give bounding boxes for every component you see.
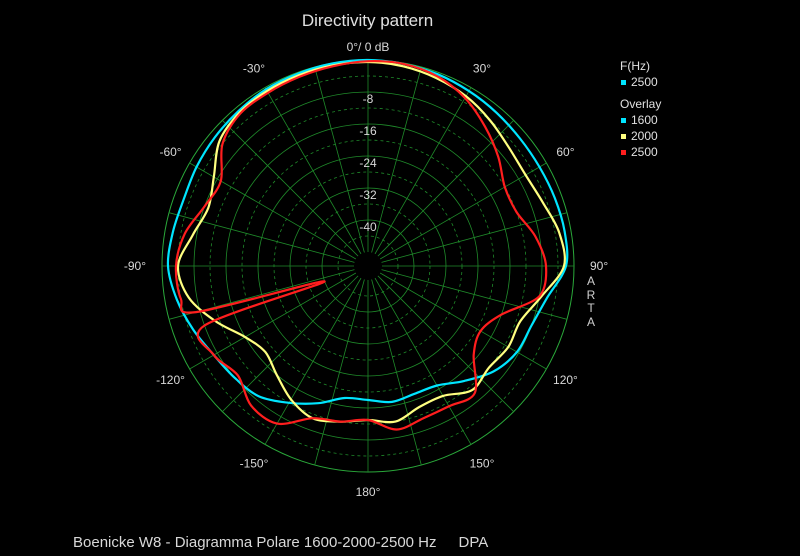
footer-brand: DPA xyxy=(458,534,489,551)
radial-tick-label: -16 xyxy=(359,124,377,138)
angle-label: -60° xyxy=(159,145,181,159)
footer-caption-text: Boenicke W8 - Diagramma Polare 1600-2000… xyxy=(73,534,437,551)
polar-grid xyxy=(161,59,575,473)
grid-spoke xyxy=(371,279,422,466)
grid-spoke xyxy=(381,269,568,320)
legend-label: 1600 xyxy=(631,113,658,127)
grid-spoke xyxy=(377,275,514,412)
grid-spoke xyxy=(379,272,547,370)
legend-current-header: F(Hz) xyxy=(620,59,650,73)
radial-tick-label: -8 xyxy=(363,92,374,106)
angle-label: -150° xyxy=(240,456,269,470)
grid-spoke xyxy=(264,87,362,255)
series-curve-2000 xyxy=(176,60,566,424)
grid-spoke xyxy=(314,66,365,253)
grid-spoke xyxy=(264,277,362,445)
legend-item-2500: 2500 xyxy=(620,144,661,160)
grid-spoke xyxy=(222,275,359,412)
legend-item-2000: 2000 xyxy=(620,128,661,144)
radial-tick-label: -40 xyxy=(359,220,377,234)
angle-label: -30° xyxy=(243,62,265,76)
grid-spoke xyxy=(377,120,514,257)
legend-label: 2000 xyxy=(631,129,658,143)
legend-swatch xyxy=(621,79,626,85)
grid-spoke xyxy=(222,120,359,257)
grid-spoke xyxy=(374,87,472,255)
radial-tick-label: -32 xyxy=(359,188,377,202)
legend-swatch xyxy=(621,117,626,123)
legend-swatch xyxy=(621,149,626,155)
angle-label: -120° xyxy=(156,373,185,387)
grid-spoke xyxy=(189,162,357,260)
chart-title: Directivity pattern xyxy=(301,11,434,30)
legend-item-current: 2500 xyxy=(620,74,661,90)
legend: F(Hz) 2500 Overlay 1600 2000 2500 xyxy=(620,58,661,160)
series-curve-2500 xyxy=(174,60,548,431)
radial-unit-label: 0°/ 0 dB xyxy=(347,40,390,54)
series-curves xyxy=(166,58,569,431)
grid-spoke xyxy=(381,212,568,263)
radial-tick-labels: -8 -16 -24 -32 -40 xyxy=(359,92,377,234)
angle-label: 90° xyxy=(590,259,608,273)
grid-spoke xyxy=(374,277,472,445)
grid-spoke xyxy=(189,272,357,370)
grid-spoke xyxy=(371,66,422,253)
grid-spoke xyxy=(168,212,355,263)
angle-labels: -30° 30° -60° 60° -90° 90° -120° 120° -150° 150° 1… xyxy=(124,62,609,499)
series-curve-1600 xyxy=(166,58,569,405)
legend-label: 2500 xyxy=(631,145,658,159)
angle-label: 30° xyxy=(473,62,491,76)
angle-label: 60° xyxy=(556,145,574,159)
footer-caption: Boenicke W8 - Diagramma Polare 1600-2000… xyxy=(73,534,488,551)
legend-overlay-header: Overlay xyxy=(620,97,662,111)
angle-label: -90° xyxy=(124,259,146,273)
grid-spoke xyxy=(379,162,547,260)
angle-label: 150° xyxy=(470,456,495,470)
legend-item-1600: 1600 xyxy=(620,112,661,128)
legend-swatch xyxy=(621,133,626,139)
grid-spoke xyxy=(314,279,365,466)
legend-label: 2500 xyxy=(631,75,658,89)
angle-label: 120° xyxy=(553,373,578,387)
radial-tick-label: -24 xyxy=(359,156,377,170)
angle-label: 180° xyxy=(356,485,381,499)
